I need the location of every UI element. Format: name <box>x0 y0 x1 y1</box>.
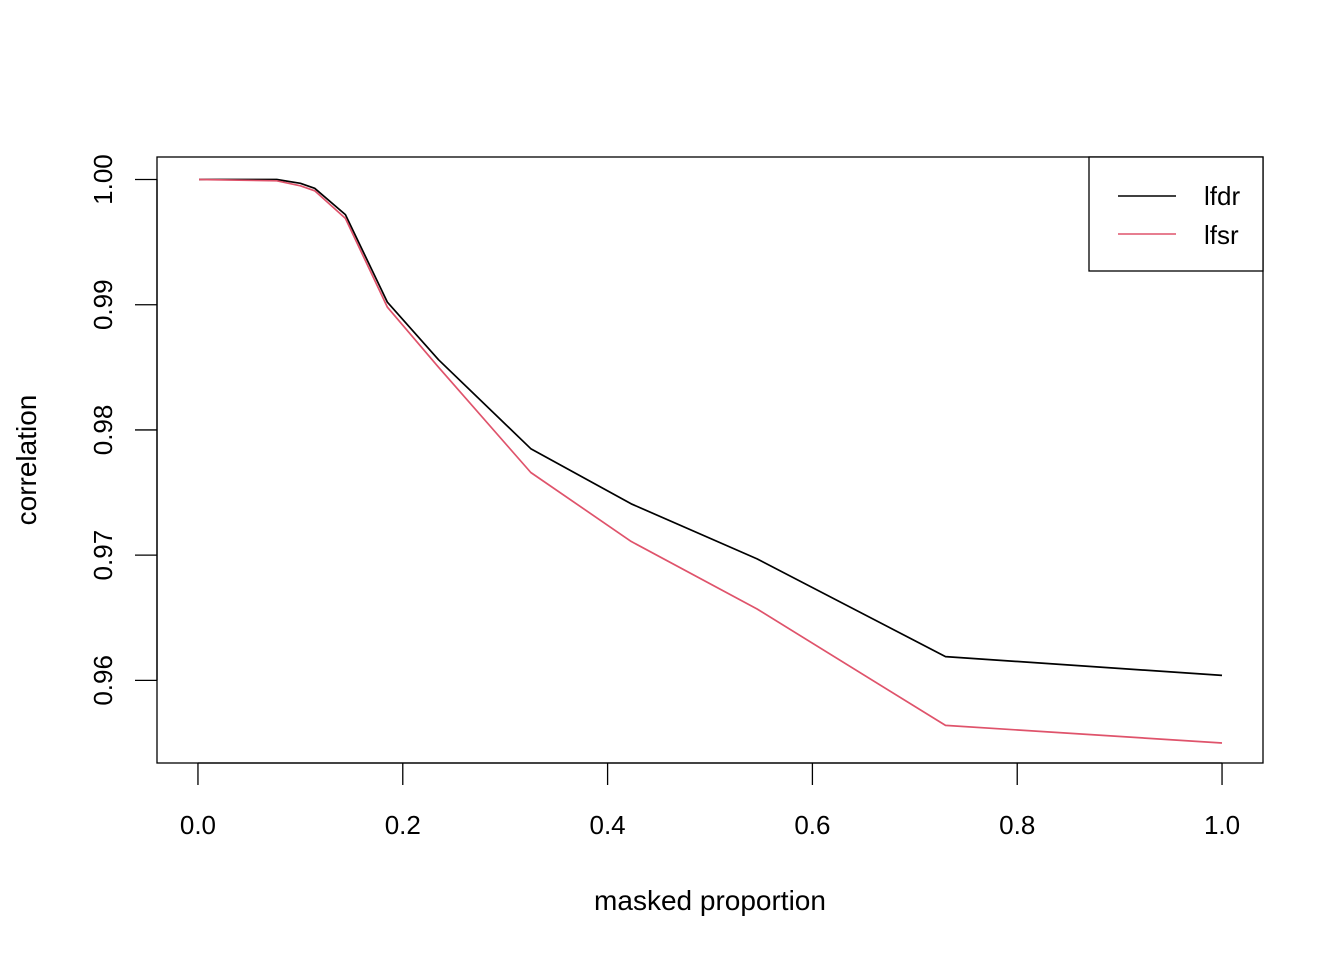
y-axis-title: correlation <box>11 395 42 526</box>
x-tick-label: 1.0 <box>1204 810 1240 840</box>
y-tick-label: 0.97 <box>88 530 118 581</box>
legend: lfdr lfsr <box>1088 156 1264 272</box>
x-axis-title: masked proportion <box>594 885 826 916</box>
series-layer <box>198 178 1223 744</box>
series-line-lfsr <box>198 178 1223 744</box>
y-tick-label: 0.99 <box>88 279 118 330</box>
legend-label-lfdr: lfdr <box>1204 181 1240 211</box>
legend-label-lfsr: lfsr <box>1204 220 1239 250</box>
y-axis: 0.96 0.97 0.98 0.99 1.00 <box>88 154 158 706</box>
x-tick-label: 0.2 <box>385 810 421 840</box>
x-tick-label: 0.8 <box>999 810 1035 840</box>
x-tick-label: 0.6 <box>794 810 830 840</box>
y-tick-label: 0.96 <box>88 655 118 706</box>
x-axis: 0.0 0.2 0.4 0.6 0.8 1.0 <box>180 762 1240 840</box>
legend-box <box>1088 156 1264 272</box>
y-tick-label: 0.98 <box>88 405 118 456</box>
series-line-lfdr <box>199 178 1223 677</box>
x-tick-label: 0.4 <box>590 810 626 840</box>
y-tick-label: 1.00 <box>88 154 118 205</box>
x-tick-label: 0.0 <box>180 810 216 840</box>
